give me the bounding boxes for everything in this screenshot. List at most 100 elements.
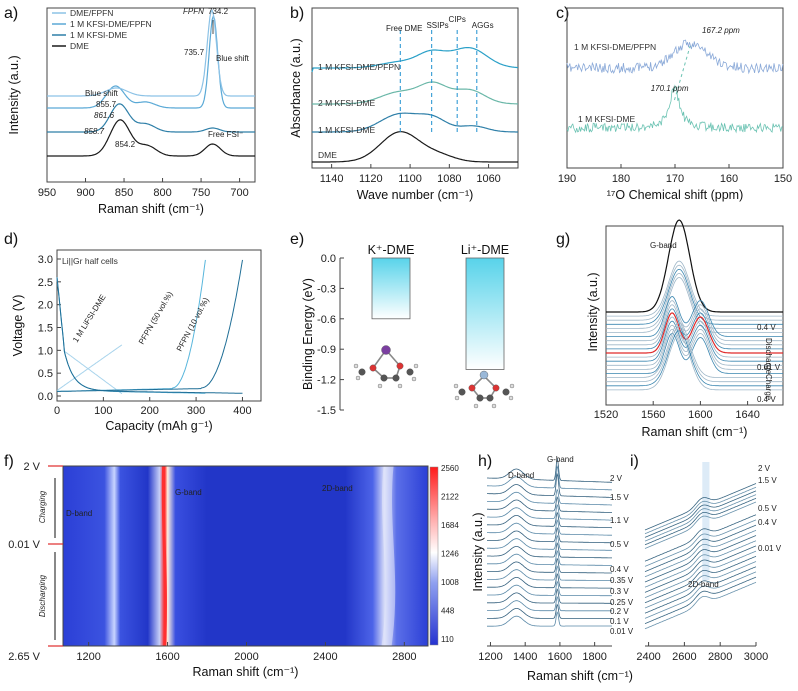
- panel-h-curve-label: 0.4 V: [610, 565, 629, 574]
- panel-d-series-label: 1 M LiFSI-DME: [71, 293, 108, 344]
- panel-g-frame: [605, 225, 784, 406]
- panel-label-c: c): [556, 5, 569, 22]
- hydrogen-atom: [355, 375, 361, 381]
- panel-a-annot-blueshift-1: Blue shift: [216, 54, 250, 63]
- panel-f-ytick-label: 2 V: [23, 461, 40, 473]
- panel-f-colorbar-label: 448: [441, 607, 455, 616]
- hydrogen-atom: [377, 383, 383, 389]
- panel-h-curve: [487, 603, 612, 619]
- panel-i-curve: [644, 540, 757, 588]
- panel-a-xtick-label: 800: [153, 187, 171, 199]
- panel-i-curve: [644, 529, 757, 578]
- panel-a-xtick-label: 900: [76, 187, 94, 199]
- carbon-atom: [406, 368, 414, 376]
- panel-f-colorbar-label: 2560: [441, 464, 459, 473]
- panel-i-curve: [644, 576, 757, 624]
- panel-c-xtick-label: 150: [774, 173, 792, 185]
- panel-h-raman-stack: 1200 1400 1600 1800 Raman shift (cm⁻¹) Intens…: [471, 455, 634, 683]
- panel-label-i: i): [630, 453, 639, 470]
- panel-g-xtick-label: 1640: [735, 409, 759, 421]
- panel-d-xlabel: Capacity (mAh g⁻¹): [105, 419, 212, 433]
- panel-a-curve-1: [47, 103, 255, 133]
- panel-d-ytick-label: 2.0: [38, 300, 53, 312]
- panel-label-a: a): [4, 5, 18, 22]
- panel-i-curve-label: 0.4 V: [758, 518, 777, 527]
- panel-g-annot-001v: 0.01 V: [757, 363, 781, 372]
- panel-i-curve: [644, 486, 757, 535]
- panel-a-annot-855: 855.7: [96, 100, 117, 109]
- carbon-atom: [476, 394, 484, 402]
- panel-c-annot-167: 167.2 ppm: [702, 26, 740, 35]
- panel-d-series-label: PFPN (10 vol.%): [175, 296, 211, 353]
- panel-d-voltage-profile: 0 100 200 300 400 0.0 0.5 1.0 1.5 2.0 2.5 3.0 Capaci…: [11, 249, 262, 433]
- panel-i-curve: [644, 555, 757, 604]
- panel-d-ylabel: Voltage (V): [11, 295, 25, 357]
- panel-b-curve-2: [312, 81, 518, 105]
- panel-b-curve-3: [311, 47, 519, 73]
- panel-h-curve: [487, 526, 612, 544]
- panel-e-ytick-label: -0.6: [317, 314, 336, 326]
- panel-f-raman-heatmap: 2 V 0.01 V 2.65 V Charging Discharging 1200 16…: [8, 461, 459, 679]
- panel-a-frame: [46, 7, 256, 183]
- panel-d-series-label: PFPN (50 vol.%): [137, 290, 175, 346]
- panel-g-curve: [606, 268, 783, 325]
- panel-h-curve: [487, 496, 613, 513]
- panel-h-curve: [487, 511, 612, 529]
- panel-g-curve: [606, 308, 783, 350]
- panel-h-curve: [487, 519, 612, 536]
- panel-i-curve: [644, 501, 757, 549]
- panel-h-curve: [487, 503, 612, 521]
- panel-d-xtick-label: 400: [233, 405, 251, 417]
- panel-i-curve: [644, 490, 757, 538]
- panel-h-curve: [487, 472, 612, 498]
- panel-f-frame: [62, 465, 429, 647]
- panel-h-curve: [487, 549, 612, 566]
- panel-h-xtick-label: 1400: [513, 651, 537, 663]
- panel-a-xtick-label: 750: [192, 187, 210, 199]
- panel-label-f: f): [4, 453, 14, 470]
- panel-f-xtick-label: 1200: [76, 651, 100, 663]
- panel-h-curve-label: 0.1 V: [610, 617, 629, 626]
- panel-h-ylabel: Intensity (a.u.): [471, 512, 485, 591]
- panel-a-raman: 950 900 850 800 750 700 Raman shift (cm⁻¹) Inte…: [7, 7, 256, 216]
- oxygen-atom: [369, 364, 377, 372]
- hydrogen-atom: [509, 383, 515, 389]
- panel-d-discharge-curve: [56, 277, 243, 394]
- panel-b-xtick-label: 1060: [476, 173, 500, 185]
- panel-i-curve-label: 0.5 V: [758, 504, 777, 513]
- panel-c-xtick-label: 180: [612, 173, 630, 185]
- panel-i-curve: [644, 497, 757, 546]
- panel-a-annot-854: 854.2: [115, 140, 136, 149]
- panel-g-curve: [606, 326, 783, 383]
- panel-e-ytick-label: 0.0: [321, 253, 336, 265]
- panel-i-curve-label: 2 V: [758, 464, 771, 473]
- panel-a-curve-2: [47, 14, 255, 109]
- panel-h-curve: [487, 464, 612, 491]
- panel-h-xtick-label: 1200: [478, 651, 502, 663]
- panel-h-curve-label: 0.35 V: [610, 576, 634, 585]
- panel-i-curve: [644, 519, 757, 567]
- hydrogen-atom: [508, 395, 514, 401]
- panel-f-colorbar-label: 1684: [441, 521, 459, 530]
- panel-a-xlabel: Raman shift (cm⁻¹): [98, 202, 204, 216]
- panel-label-e: e): [290, 231, 304, 248]
- panel-c-curve-top: [566, 39, 784, 75]
- panel-e-binding-energy: 0.0 -0.3 -0.6 -0.9 -1.2 -1.5 Binding Energy (e…: [301, 243, 515, 417]
- hydrogen-atom: [491, 403, 497, 409]
- panel-a-annot-free-fsi: Free FSI⁻: [208, 130, 243, 139]
- panel-g-annot-discharge: Discharge: [764, 338, 773, 375]
- oxygen-atom: [396, 362, 404, 370]
- panel-h-curve-label: 0.01 V: [610, 627, 634, 636]
- panel-d-ytick-label: 1.0: [38, 345, 53, 357]
- panel-f-colorbar-label: 2122: [441, 493, 459, 502]
- panel-f-heatmap-field: [63, 466, 428, 646]
- panel-d-xtick-label: 200: [141, 405, 159, 417]
- panel-h-curve: [487, 595, 612, 612]
- panel-d-frame: [56, 249, 262, 402]
- panel-f-segment-label: Charging: [38, 490, 47, 523]
- hydrogen-atom: [413, 363, 419, 369]
- panel-c-xtick-label: 190: [558, 173, 576, 185]
- panel-d-ytick-label: 1.5: [38, 323, 53, 335]
- panel-g-curve: [606, 260, 783, 317]
